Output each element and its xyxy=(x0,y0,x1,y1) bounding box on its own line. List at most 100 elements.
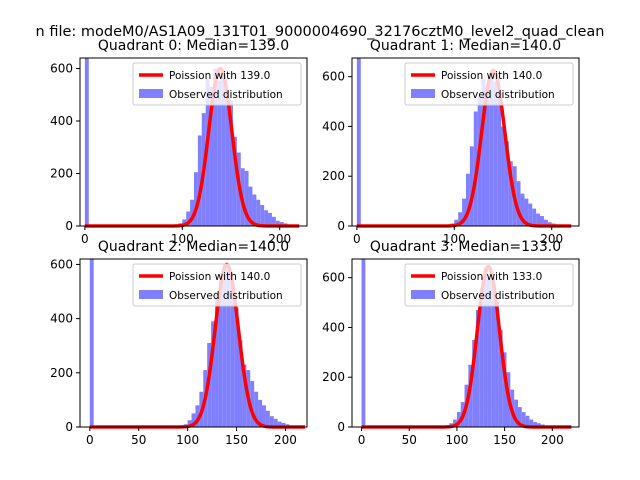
legend-poisson-label: Poission with 140.0 xyxy=(169,271,270,283)
observed-bar xyxy=(453,419,457,427)
observed-bar xyxy=(271,216,276,226)
axes-frame xyxy=(351,57,580,227)
observed-bar xyxy=(532,208,537,226)
legend-box xyxy=(132,263,302,307)
y-tick-label: 600 xyxy=(50,257,73,271)
observed-bar xyxy=(238,340,243,427)
observed-bar xyxy=(485,85,490,226)
x-tick-label: 0 xyxy=(358,433,366,447)
legend: Poission with 133.0 Observed distribution xyxy=(404,263,574,307)
legend-box xyxy=(404,263,574,307)
legend-observed-label: Observed distribution xyxy=(441,290,555,302)
observed-bar xyxy=(277,421,282,427)
legend-observed-label: Observed distribution xyxy=(169,89,283,101)
observed-bar xyxy=(540,216,544,226)
observed-bar xyxy=(547,222,552,226)
observed-bar xyxy=(211,321,216,427)
x-tick-label: 200 xyxy=(540,232,563,246)
x-tick-label: 50 xyxy=(131,433,146,447)
observed-bar xyxy=(215,291,219,427)
observed-bar xyxy=(193,172,198,226)
observed-bar xyxy=(498,329,503,427)
observed-bar xyxy=(244,170,249,226)
legend-box xyxy=(132,62,302,106)
observed-bar xyxy=(537,423,541,427)
observed-bar xyxy=(190,199,194,226)
panel-title: Quadrant 3: Median=133.0 xyxy=(370,239,561,255)
observed-bar xyxy=(501,126,505,226)
observed-bar xyxy=(218,280,223,427)
y-tick-label: 200 xyxy=(322,370,345,384)
legend-poisson-label: Poission with 133.0 xyxy=(441,271,542,283)
observed-bar xyxy=(260,205,265,226)
observed-bar xyxy=(232,136,237,226)
observed-bar xyxy=(493,81,498,227)
x-tick-label: 100 xyxy=(445,433,468,447)
y-tick-label: 0 xyxy=(65,219,73,233)
observed-bar xyxy=(252,194,257,226)
observed-bar xyxy=(508,161,513,226)
legend: Poission with 140.0 Observed distribution xyxy=(404,62,574,106)
observed-bar xyxy=(248,186,253,226)
observed-bar xyxy=(242,364,247,427)
observed-bar xyxy=(456,412,461,427)
observed-bar xyxy=(234,307,239,427)
observed-bar xyxy=(226,267,231,427)
observed-bar xyxy=(495,302,499,427)
observed-bar xyxy=(261,405,266,427)
observed-bar xyxy=(462,198,466,226)
legend-observed-label: Observed distribution xyxy=(169,290,283,302)
observed-bar xyxy=(487,277,492,427)
observed-bar xyxy=(481,79,486,227)
observed-bar xyxy=(502,352,507,427)
legend-observed-swatch xyxy=(411,290,435,299)
axes-frame xyxy=(79,57,308,227)
observed-bar xyxy=(475,310,480,427)
y-tick-label: 0 xyxy=(65,420,73,434)
observed-bar xyxy=(454,219,459,226)
observed-bar xyxy=(229,100,233,226)
observed-bar xyxy=(217,80,222,226)
observed-bar xyxy=(525,415,530,427)
observed-bar xyxy=(230,286,235,427)
observed-bar xyxy=(514,399,518,427)
legend: Poission with 140.0 Observed distribution xyxy=(132,263,302,307)
observed-bar xyxy=(265,410,270,427)
panel-title: Quadrant 0: Median=139.0 xyxy=(98,38,289,54)
observed-bar xyxy=(89,259,94,427)
observed-bar xyxy=(250,380,255,427)
observed-bar xyxy=(528,203,533,226)
x-tick-label: 200 xyxy=(274,433,297,447)
observed-bar xyxy=(504,141,509,226)
observed-bar xyxy=(273,418,278,427)
legend-observed-label: Observed distribution xyxy=(441,89,555,101)
observed-bar xyxy=(524,198,529,226)
y-tick-label: 200 xyxy=(322,169,345,183)
y-tick-label: 400 xyxy=(322,119,345,133)
observed-bar xyxy=(279,222,284,226)
legend-poisson-label: Poission with 140.0 xyxy=(441,70,542,82)
observed-bar xyxy=(521,412,526,427)
y-tick-label: 200 xyxy=(50,167,73,181)
observed-bar xyxy=(209,86,214,226)
x-tick-label: 100 xyxy=(171,232,194,246)
observed-bar xyxy=(489,76,494,227)
panel-title: Quadrant 2: Median=140.0 xyxy=(98,239,289,255)
observed-bar xyxy=(254,391,259,427)
observed-bar xyxy=(269,416,274,427)
axes-frame xyxy=(351,258,580,428)
observed-bar xyxy=(468,364,473,427)
observed-bar xyxy=(529,419,534,427)
x-tick-label: 0 xyxy=(86,433,94,447)
y-tick-label: 400 xyxy=(322,320,345,334)
legend-observed-swatch xyxy=(139,290,163,299)
observed-bar xyxy=(191,413,196,427)
y-tick-label: 0 xyxy=(337,420,345,434)
observed-bar xyxy=(264,210,269,226)
legend-observed-swatch xyxy=(411,89,435,98)
observed-bar xyxy=(361,259,366,427)
y-tick-label: 600 xyxy=(322,271,345,285)
observed-bar xyxy=(225,92,230,226)
observed-bar xyxy=(516,181,521,226)
y-tick-label: 200 xyxy=(50,366,73,380)
